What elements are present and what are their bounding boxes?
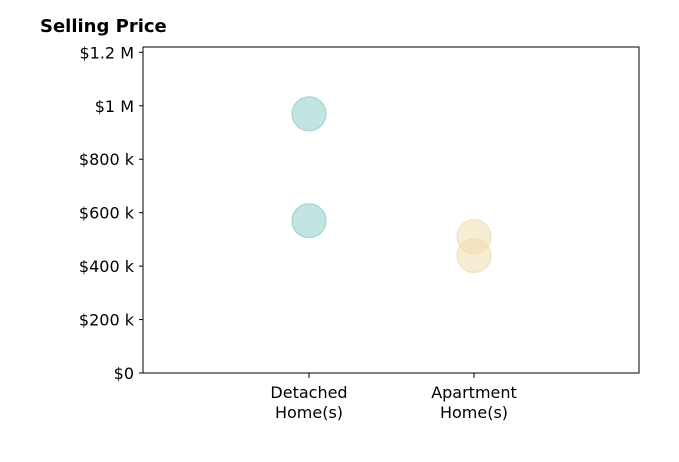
y-axis: $0 $200 k $400 k $600 k $800 k $1 M $1.2 M xyxy=(79,43,143,383)
y-tick-label: $0 xyxy=(114,364,134,383)
data-point xyxy=(456,237,492,274)
y-tick-label: $1.2 M xyxy=(79,43,134,62)
y-tick-label: $200 k xyxy=(79,311,135,330)
data-point xyxy=(291,96,327,132)
data-point xyxy=(291,203,327,239)
x-tick-label: Apartment xyxy=(431,383,517,402)
y-tick-label: $1 M xyxy=(95,97,134,116)
y-tick-label: $800 k xyxy=(79,150,135,169)
x-tick-label: Home(s) xyxy=(440,403,508,422)
y-tick-label: $400 k xyxy=(79,257,135,276)
data-points xyxy=(291,96,492,274)
y-tick-label: $600 k xyxy=(79,204,135,223)
x-tick-label: Home(s) xyxy=(275,403,343,422)
chart-title: Selling Price xyxy=(40,16,167,37)
x-tick-label: Detached xyxy=(270,383,347,402)
plot-frame xyxy=(142,46,640,374)
